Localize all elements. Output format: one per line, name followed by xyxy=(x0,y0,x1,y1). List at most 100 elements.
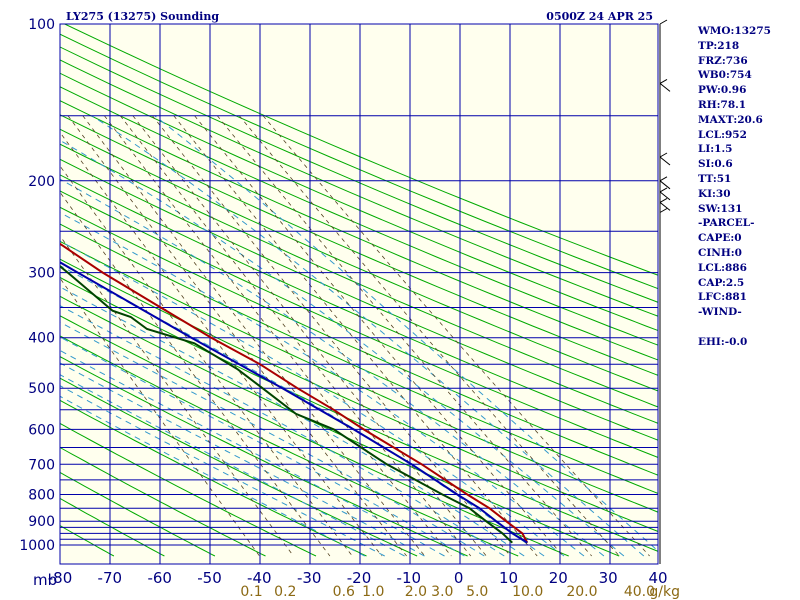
dry-adiabat-line xyxy=(64,24,658,276)
wind-barb-flag xyxy=(659,191,671,201)
wind-barb xyxy=(659,187,668,193)
stat-line: CAPE:0 xyxy=(698,232,742,245)
stat-line: EHI:-0.0 xyxy=(698,335,748,348)
pressure-tick-label: 800 xyxy=(28,488,55,504)
stat-line: -WIND- xyxy=(698,306,742,319)
mixing-ratio-tick-label: 5.0 xyxy=(466,584,488,600)
wind-barb-flag xyxy=(659,202,671,211)
dry-adiabat-line xyxy=(60,33,658,290)
stat-line: CINH:0 xyxy=(698,246,742,259)
temperature-tick-label: -70 xyxy=(98,569,123,587)
dry-adiabat-line xyxy=(60,497,165,557)
stat-line: -PARCEL- xyxy=(698,217,755,230)
temperature-tick-label: -30 xyxy=(297,569,322,587)
dry-adiabat-line xyxy=(60,223,658,494)
stat-line: TT:51 xyxy=(698,172,732,185)
mixing-ratio-tick-label: 1.0 xyxy=(362,584,384,600)
stat-line: SW:131 xyxy=(698,202,743,215)
dry-adiabat-line xyxy=(60,72,658,332)
mixing-ratio-tick-label: 0.6 xyxy=(333,584,355,600)
stat-line: SI:0.6 xyxy=(698,158,733,171)
wind-barb-flag xyxy=(659,156,671,166)
temperature-tick-label: -60 xyxy=(147,569,172,587)
stat-line: LI:1.5 xyxy=(698,143,733,156)
dry-adiabat-line xyxy=(60,399,367,557)
dry-adiabat-line xyxy=(60,190,658,458)
wind-barb xyxy=(659,176,668,182)
temperature-line xyxy=(60,242,529,544)
stat-line: WMO:13275 xyxy=(698,25,771,37)
dry-adiabat-line xyxy=(60,174,658,441)
chart-datetime: 0500Z 24 APR 25 xyxy=(546,10,653,23)
dry-adiabat-line xyxy=(60,143,658,408)
plot-frame xyxy=(59,23,659,565)
wind-barb xyxy=(659,197,668,203)
temperature-tick-label: 40 xyxy=(648,569,667,587)
stat-line: PW:0.96 xyxy=(698,84,747,97)
stat-line: FRZ:736 xyxy=(698,54,748,67)
mixing-ratio-tick-label: 0.1 xyxy=(240,584,262,600)
temperature-tick-label: -10 xyxy=(397,569,422,587)
dewpoint-line xyxy=(60,265,513,544)
dry-adiabat-line xyxy=(60,446,266,557)
mixing-ratio-tick-label: 40.0 xyxy=(624,584,655,600)
stat-line: WB0:754 xyxy=(698,69,752,82)
dry-adiabat-line xyxy=(60,422,317,557)
temperature-tick-label: 10 xyxy=(499,569,518,587)
dry-adiabat-line xyxy=(60,46,658,303)
stat-line xyxy=(698,320,798,335)
wind-barb-flag xyxy=(659,180,671,190)
dry-adiabat-line xyxy=(60,356,468,557)
dry-adiabat-line xyxy=(60,59,658,317)
plot-area xyxy=(60,24,658,564)
stats-panel: WMO:13275 TP:218 FRZ:736 WB0:754 PW:0.96 RH:7… xyxy=(698,24,798,350)
wind-barb-flag xyxy=(659,83,671,92)
dry-adiabat-line xyxy=(60,335,519,557)
mixing-ratio-tick-label: 10.0 xyxy=(512,584,543,600)
dry-adiabat-line xyxy=(60,128,658,392)
dry-adiabat-line xyxy=(60,158,658,424)
wind-barb xyxy=(659,19,668,25)
pressure-tick-label: 100 xyxy=(28,17,55,33)
wind-barbs xyxy=(659,19,671,564)
dry-adiabat-line xyxy=(60,206,658,476)
sounding-series xyxy=(60,242,529,544)
mixing-ratio-unit-label: g/kg xyxy=(649,584,680,600)
parcel-line xyxy=(60,261,528,544)
wind-barb xyxy=(659,78,668,84)
wind-barb xyxy=(659,152,668,158)
temperature-tick-label: 20 xyxy=(549,569,568,587)
pressure-tick-label: 200 xyxy=(28,174,55,190)
dry-adiabat-line xyxy=(60,114,658,376)
chart-title: LY275 (13275) Sounding xyxy=(66,10,219,23)
temperature-tick-label: -80 xyxy=(48,569,73,587)
temperature-tick-label: -50 xyxy=(197,569,222,587)
stat-line: TP:218 xyxy=(698,39,740,52)
dry-adiabat-line xyxy=(60,276,658,552)
pressure-tick-label: 600 xyxy=(28,422,55,438)
dry-adiabat-line xyxy=(60,86,658,346)
pressure-tick-label: 1000 xyxy=(19,538,55,554)
stat-line: RH:78.1 xyxy=(698,98,747,111)
mixing-ratio-tick-label: 0.2 xyxy=(274,584,296,600)
wind-barb xyxy=(659,208,668,213)
stat-line: MAXT:20.6 xyxy=(698,113,763,126)
pressure-tick-label: 700 xyxy=(28,457,55,473)
mixing-ratio-tick-label: 20.0 xyxy=(566,584,597,600)
grid xyxy=(59,23,659,565)
temperature-tick-label: -40 xyxy=(247,569,272,587)
dry-adiabat-line xyxy=(60,471,216,557)
pressure-unit-label: mb xyxy=(33,571,57,589)
temperature-tick-label: 0 xyxy=(454,569,464,587)
mixing-ratio-tick-label: 3.0 xyxy=(431,584,453,600)
stat-line: LFC:881 xyxy=(698,291,747,304)
stat-line: LCL:886 xyxy=(698,261,747,274)
dry-adiabat-line xyxy=(60,377,418,557)
pressure-tick-label: 300 xyxy=(28,266,55,282)
temperature-tick-label: 30 xyxy=(599,569,618,587)
dry-adiabat-line xyxy=(60,258,658,532)
mixing-ratio-tick-label: 2.0 xyxy=(405,584,427,600)
dry-adiabat-line xyxy=(60,100,658,361)
stat-line: CAP:2.5 xyxy=(698,276,745,289)
